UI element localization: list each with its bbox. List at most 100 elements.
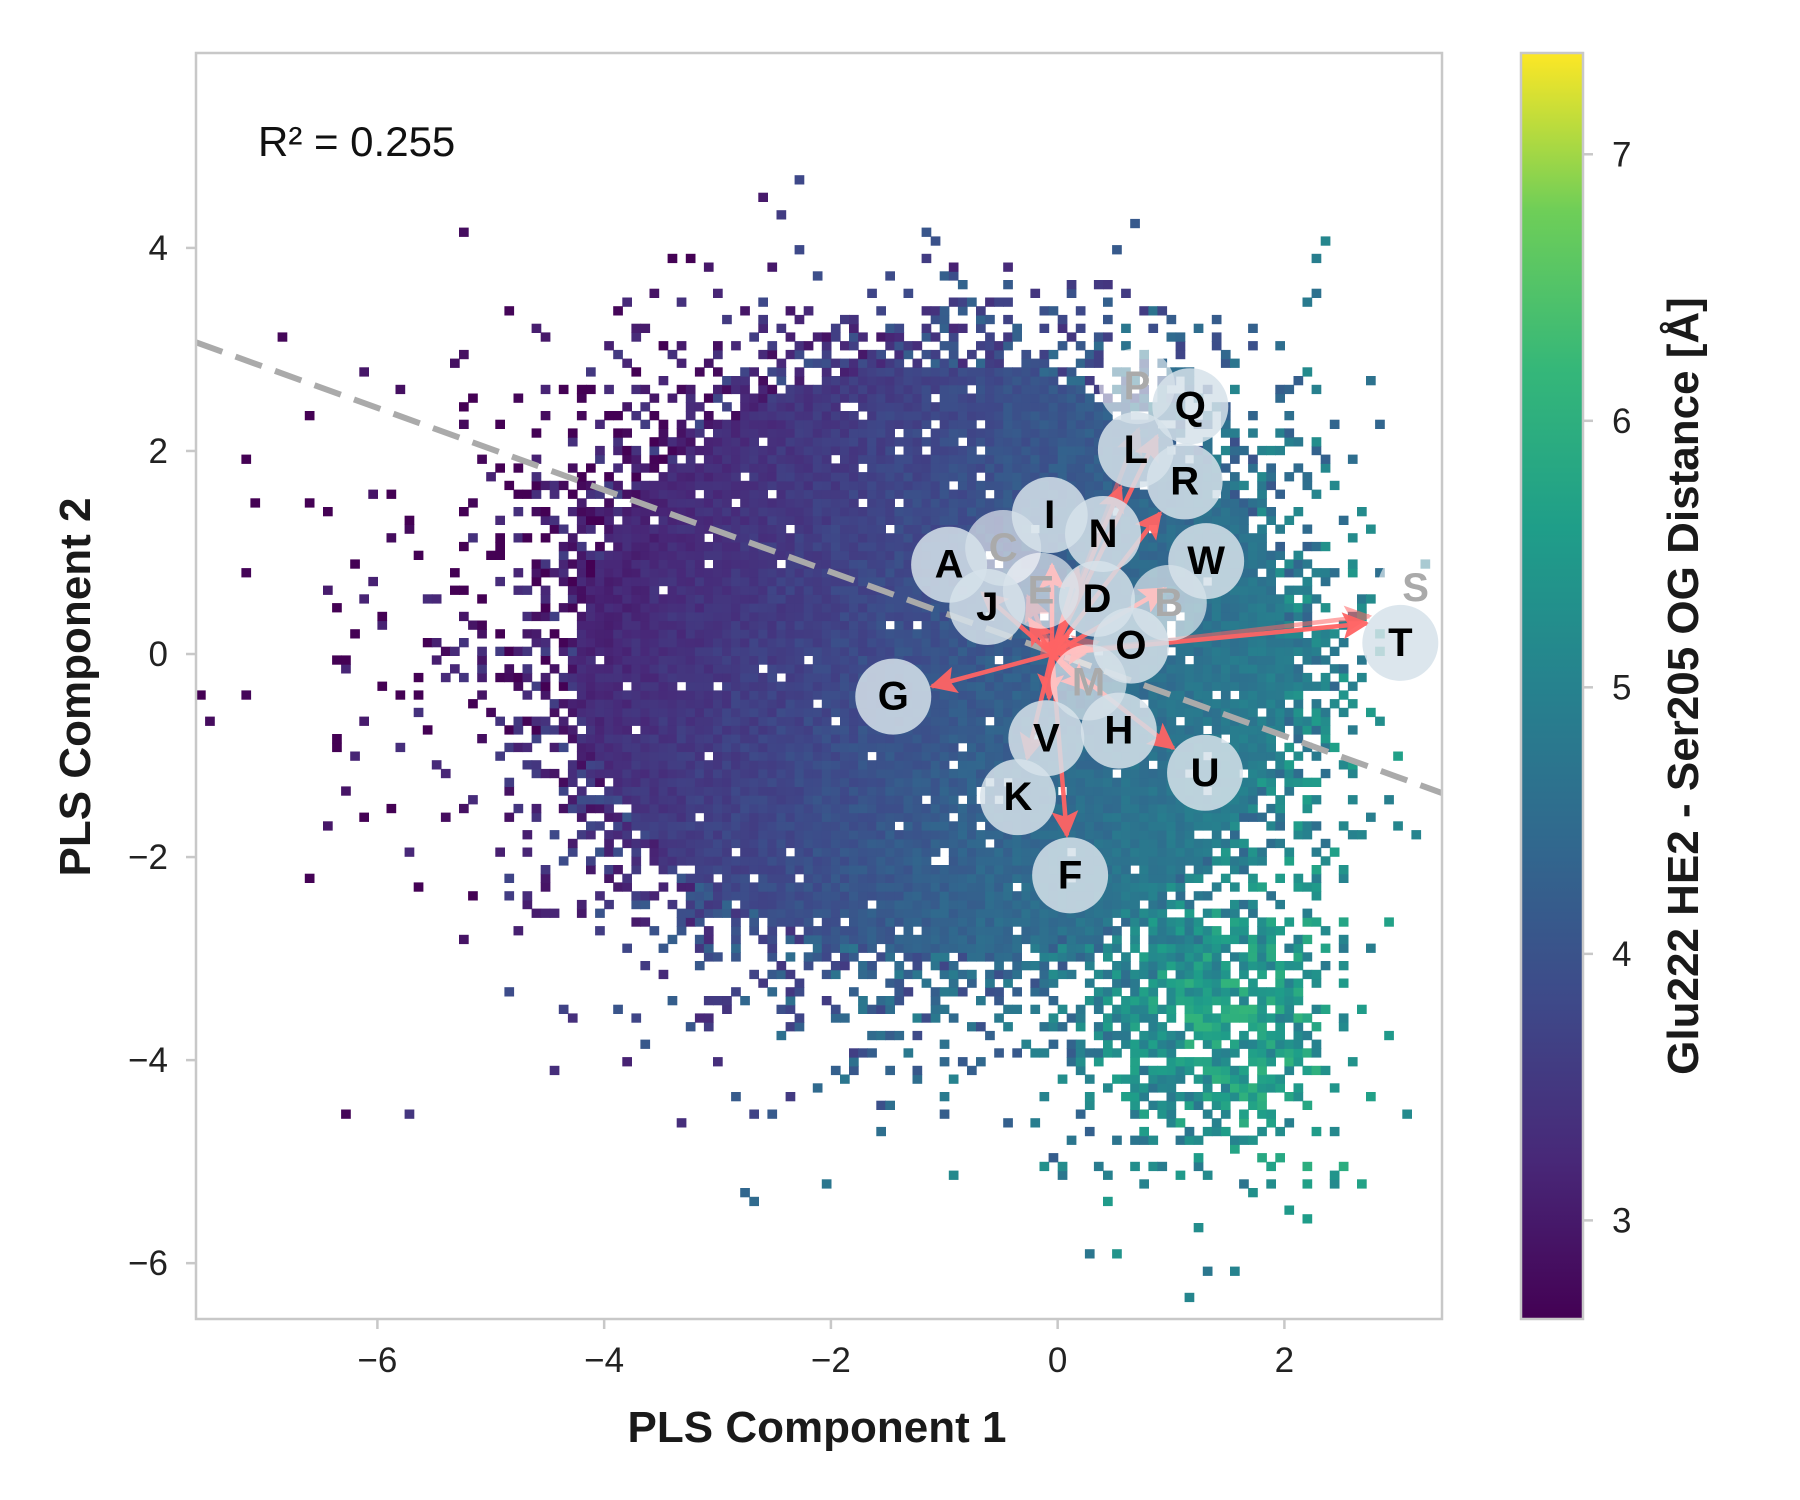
- heatmap-cell: [459, 611, 469, 622]
- heatmap-cell: [994, 472, 1004, 482]
- heatmap-cell: [567, 847, 578, 857]
- heatmap-cell: [894, 550, 905, 560]
- heatmap-cell: [676, 830, 687, 840]
- heatmap-cell: [649, 690, 660, 700]
- heatmap-cell: [921, 856, 932, 866]
- heatmap-cell: [731, 638, 741, 648]
- heatmap-cell: [622, 620, 632, 630]
- heatmap-cell: [640, 524, 651, 534]
- heatmap-cell: [1039, 376, 1050, 386]
- heatmap-cell: [1021, 445, 1032, 456]
- heatmap-cell: [840, 768, 850, 779]
- heatmap-cell: [1039, 830, 1050, 840]
- heatmap-cell: [740, 515, 750, 525]
- heatmap-cell: [858, 489, 868, 499]
- heatmap-cell: [740, 603, 750, 613]
- heatmap-cell: [967, 1022, 977, 1032]
- heatmap-cell: [749, 507, 759, 517]
- heatmap-cell: [830, 376, 841, 386]
- heatmap-cell: [849, 498, 859, 508]
- heatmap-cell: [803, 952, 814, 962]
- heatmap-cell: [985, 349, 995, 360]
- heatmap-cell: [1012, 969, 1022, 980]
- heatmap-cell: [1157, 1100, 1168, 1110]
- heatmap-cell: [567, 541, 578, 552]
- heatmap-cell: [1166, 672, 1177, 683]
- heatmap-cell: [595, 926, 605, 936]
- heatmap-cell: [604, 341, 614, 351]
- heatmap-cell: [631, 672, 642, 683]
- heatmap-cell: [1166, 934, 1177, 945]
- heatmap-cell: [1148, 882, 1159, 892]
- heatmap-cell: [985, 978, 995, 988]
- heatmap-cell: [404, 847, 415, 857]
- heatmap-cell: [939, 1092, 950, 1102]
- heatmap-cell: [1157, 760, 1168, 770]
- heatmap-cell: [740, 777, 750, 787]
- heatmap-cell: [812, 559, 823, 569]
- heatmap-cell: [676, 768, 687, 779]
- heatmap-cell: [830, 629, 841, 639]
- heatmap-cell: [540, 332, 551, 342]
- heatmap-cell: [658, 480, 669, 491]
- heatmap-cell: [722, 524, 732, 534]
- heatmap-cell: [649, 655, 660, 665]
- heatmap-cell: [1039, 926, 1050, 936]
- heatmap-cell: [613, 725, 623, 735]
- heatmap-cell: [967, 402, 977, 412]
- heatmap-cell: [821, 969, 832, 980]
- heatmap-cell: [867, 576, 877, 587]
- heatmap-cell: [794, 664, 805, 674]
- heatmap-cell: [576, 664, 587, 674]
- heatmap-cell: [1093, 437, 1104, 447]
- heatmap-cell: [776, 323, 787, 333]
- heatmap-cell: [649, 611, 660, 622]
- heatmap-cell: [694, 672, 705, 683]
- heatmap-cell: [994, 402, 1004, 412]
- heatmap-cell: [758, 419, 768, 429]
- heatmap-cell: [459, 227, 469, 237]
- heatmap-cell: [1075, 445, 1086, 456]
- heatmap-cell: [976, 507, 986, 517]
- heatmap-cell: [694, 777, 705, 787]
- heatmap-cell: [1003, 384, 1013, 395]
- heatmap-cell: [613, 716, 623, 726]
- heatmap-cell: [840, 367, 850, 377]
- heatmap-cell: [1048, 445, 1059, 456]
- heatmap-cell: [1148, 996, 1159, 1006]
- heatmap-cell: [504, 873, 515, 883]
- heatmap-cell: [785, 681, 796, 691]
- heatmap-cell: [930, 376, 941, 386]
- heatmap-cell: [894, 367, 905, 377]
- heatmap-cell: [1030, 899, 1041, 910]
- heatmap-cell: [576, 515, 587, 525]
- heatmap-cell: [948, 655, 959, 665]
- heatmap-cell: [1093, 463, 1104, 473]
- heatmap-cell: [894, 323, 905, 333]
- heatmap-cell: [540, 515, 551, 525]
- heatmap-cell: [1130, 1057, 1140, 1067]
- heatmap-cell: [731, 576, 741, 587]
- heatmap-cell: [740, 437, 750, 447]
- heatmap-cell: [613, 707, 623, 718]
- heatmap-cell: [604, 838, 614, 849]
- heatmap-cell: [758, 690, 768, 700]
- heatmap-cell: [1084, 1249, 1095, 1259]
- heatmap-cell: [1103, 812, 1113, 822]
- heatmap-cell: [667, 865, 678, 875]
- heatmap-cell: [912, 585, 923, 595]
- heatmap-cell: [1121, 768, 1131, 779]
- heatmap-cell: [576, 681, 587, 691]
- heatmap-cell: [994, 384, 1004, 395]
- heatmap-cell: [703, 445, 714, 456]
- heatmap-cell: [821, 742, 832, 753]
- heatmap-cell: [1003, 943, 1013, 953]
- heatmap-cell: [649, 646, 660, 656]
- heatmap-cell: [404, 524, 415, 534]
- heatmap-cell: [649, 411, 660, 421]
- heatmap-cell: [785, 533, 796, 543]
- heatmap-cell: [731, 515, 741, 525]
- heatmap-cell: [803, 786, 814, 796]
- heatmap-cell: [531, 629, 542, 639]
